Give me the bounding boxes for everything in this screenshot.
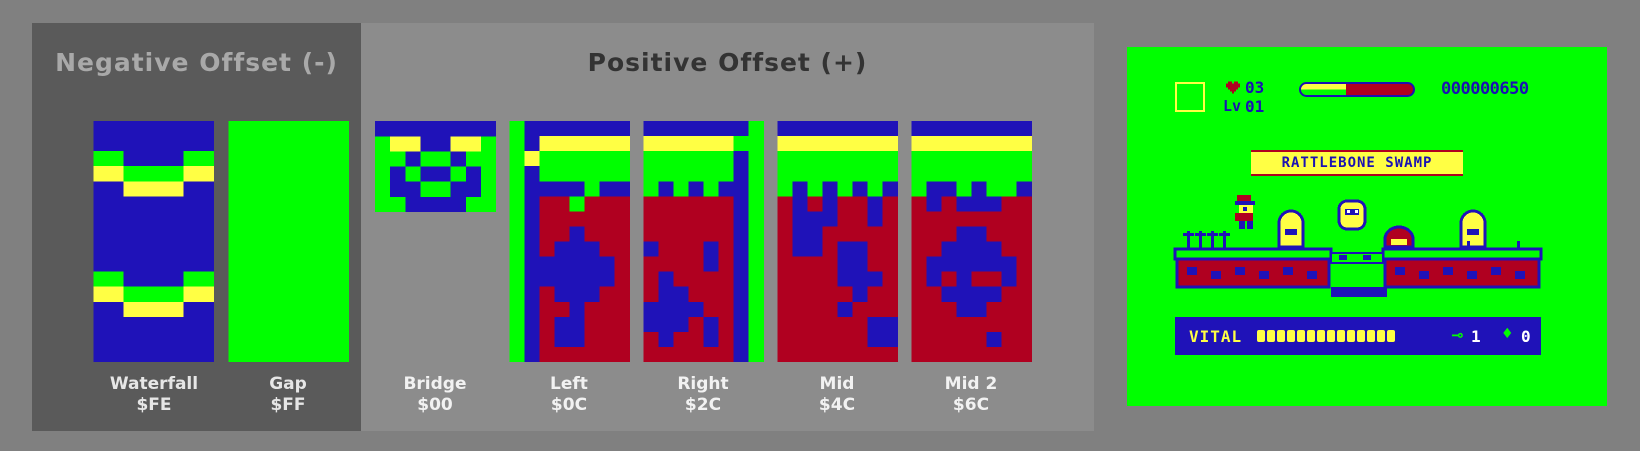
- tile-offset: $0C: [550, 395, 588, 415]
- vital-pip: [1347, 330, 1355, 342]
- tile-mid: [777, 121, 898, 362]
- tile-name: Bridge: [403, 374, 467, 394]
- positive-offset-title: Positive Offset (+): [587, 48, 868, 77]
- status-bar: VITAL ⊸ 1 ♦ 0: [1175, 317, 1541, 355]
- vital-pip: [1317, 330, 1325, 342]
- vital-pip: [1337, 330, 1345, 342]
- tile-name: Mid 2: [944, 374, 998, 394]
- game-screen: 03 Lv 01 000000650 RATTLEBONE SWAMP: [1127, 47, 1607, 406]
- tile-offset: $4C: [818, 395, 856, 415]
- ground-skulls: [1187, 267, 1525, 279]
- vital-pip: [1387, 330, 1395, 342]
- vital-meter: [1257, 330, 1395, 342]
- score: 000000650: [1441, 79, 1529, 99]
- tile-label-waterfall: Waterfall $FE: [84, 374, 224, 416]
- vital-pip: [1277, 330, 1285, 342]
- tombstone-left: [1277, 209, 1305, 249]
- tile-offset: $2C: [684, 395, 722, 415]
- tile-right: [643, 121, 764, 362]
- health-bar-fill: [1301, 84, 1346, 95]
- tile-bridge: [375, 121, 496, 212]
- tile-name: Right: [677, 374, 729, 394]
- vital-pip: [1287, 330, 1295, 342]
- positive-offset-panel: Positive Offset (+): [361, 23, 1094, 431]
- tile-label-right: Right $2C: [633, 374, 773, 416]
- vital-label: VITAL: [1189, 327, 1243, 346]
- key-count: 1: [1471, 327, 1481, 346]
- mushroom-enemy: [1383, 225, 1415, 249]
- item-box: [1175, 82, 1205, 112]
- tile-left: [509, 121, 630, 362]
- tile-label-mid: Mid $4C: [767, 374, 907, 416]
- negative-offset-panel: Negative Offset (-) Waterfall $FE Gap $F…: [32, 23, 361, 431]
- vital-pip: [1307, 330, 1315, 342]
- tile-gap: [228, 121, 349, 362]
- negative-offset-title: Negative Offset (-): [55, 48, 338, 77]
- tile-name: Left: [550, 374, 588, 394]
- gem-icon: ♦: [1501, 326, 1514, 342]
- reeds: [1183, 231, 1520, 249]
- tombstone-right: [1459, 209, 1487, 249]
- tile-name: Mid: [819, 374, 855, 394]
- vital-pip: [1297, 330, 1305, 342]
- tile-offset: $FE: [136, 395, 172, 415]
- game-scene: [1173, 195, 1543, 297]
- vital-pip: [1267, 330, 1275, 342]
- gem-count: 0: [1521, 327, 1531, 346]
- tile-label-left: Left $0C: [499, 374, 639, 416]
- tile-offset: $6C: [952, 395, 990, 415]
- tile-name: Waterfall: [109, 374, 199, 394]
- vital-pip: [1367, 330, 1375, 342]
- level-number: 01: [1245, 97, 1265, 116]
- tile-name: Gap: [269, 374, 307, 394]
- heart-icon: [1226, 81, 1240, 94]
- tile-offset: $00: [417, 395, 453, 415]
- tile-label-bridge: Bridge $00: [365, 374, 505, 416]
- key-icon: ⊸: [1451, 326, 1464, 344]
- player-sprite: [1235, 195, 1255, 229]
- stage-name: RATTLEBONE SWAMP: [1281, 155, 1433, 171]
- vital-pip: [1357, 330, 1365, 342]
- lives-count: 03: [1245, 78, 1265, 97]
- stage-banner: RATTLEBONE SWAMP: [1251, 150, 1463, 176]
- tile-label-mid-2: Mid 2 $6C: [901, 374, 1041, 416]
- vital-pip: [1377, 330, 1385, 342]
- level-prefix: Lv: [1223, 97, 1242, 115]
- tile-offset: $FF: [270, 395, 306, 415]
- tile-mid-2: [911, 121, 1032, 362]
- tile-label-gap: Gap $FF: [218, 374, 358, 416]
- bridge: [1330, 252, 1384, 264]
- tile-waterfall: [93, 121, 214, 362]
- ghost-sprite: [1337, 199, 1367, 231]
- vital-pip: [1257, 330, 1265, 342]
- vital-pip: [1327, 330, 1335, 342]
- health-bar: [1299, 82, 1415, 97]
